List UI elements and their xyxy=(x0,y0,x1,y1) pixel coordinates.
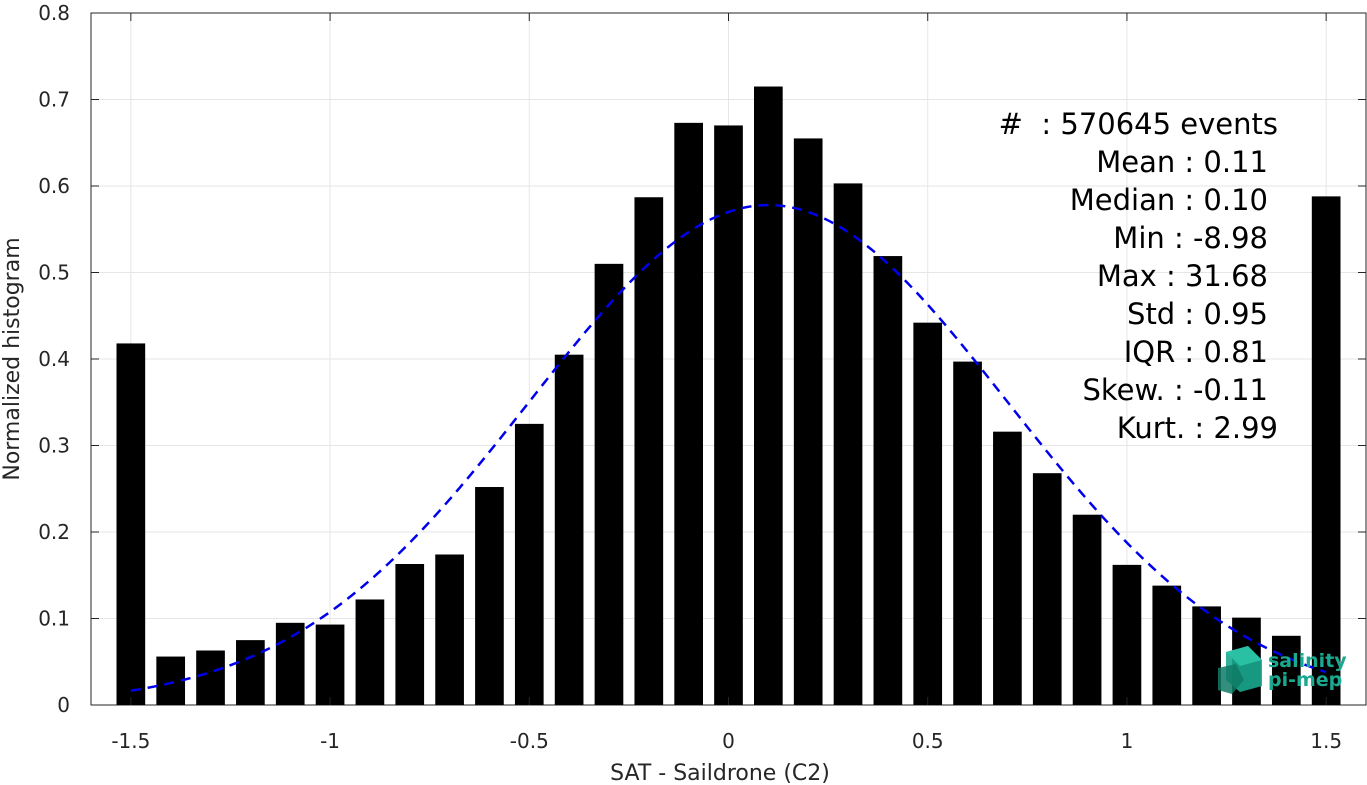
x-tick-label: 1 xyxy=(1121,729,1134,753)
stat-line: # : 570645 events xyxy=(999,107,1278,141)
stat-line: Std : 0.95 xyxy=(1127,297,1268,331)
histogram-bar xyxy=(196,650,225,705)
x-tick-label: -1 xyxy=(320,729,340,753)
histogram-bar xyxy=(275,622,305,705)
y-tick-label: 0.1 xyxy=(38,607,70,631)
stat-line: Median : 0.10 xyxy=(1070,183,1268,217)
histogram-bar xyxy=(435,554,464,705)
y-tick-label: 0.5 xyxy=(38,261,70,285)
histogram-bar xyxy=(236,640,265,705)
x-tick-label: 1.5 xyxy=(1310,729,1342,753)
histogram-bar xyxy=(833,183,863,705)
stat-line: Skew. : -0.11 xyxy=(1082,373,1268,407)
histogram-bars xyxy=(116,86,1341,706)
y-tick-label: 0.7 xyxy=(38,88,70,112)
histogram-bar xyxy=(674,122,703,706)
histogram-bar xyxy=(355,599,385,705)
y-axis-ticks: 0 0.1 0.2 0.3 0.4 0.5 0.6 0.7 0.8 xyxy=(38,1,1366,717)
x-tick-label: -1.5 xyxy=(111,729,150,753)
y-tick-label: 0 xyxy=(57,693,70,717)
histogram-bar xyxy=(953,361,982,705)
y-tick-label: 0.4 xyxy=(38,347,70,371)
salinity-pi-mep-logo: salinity pi-mep xyxy=(1218,646,1347,694)
histogram-bar xyxy=(554,354,584,705)
histogram-bar xyxy=(1152,585,1182,705)
y-tick-label: 0.6 xyxy=(38,174,70,198)
stat-line: Max : 31.68 xyxy=(1097,259,1268,293)
histogram-bar xyxy=(315,624,345,705)
y-tick-label: 0.2 xyxy=(38,520,70,544)
stat-line: IQR : 0.81 xyxy=(1124,335,1268,369)
histogram-bar xyxy=(754,86,783,705)
histogram-bar xyxy=(634,197,664,705)
stat-line: Mean : 0.11 xyxy=(1096,145,1268,179)
y-tick-label: 0.3 xyxy=(38,434,70,458)
cube-logo-icon xyxy=(1218,646,1262,694)
x-tick-label: 0.5 xyxy=(912,729,944,753)
histogram-bar xyxy=(475,487,504,705)
histogram-bar xyxy=(1271,635,1301,705)
histogram-bar xyxy=(873,256,903,705)
stat-line: Min : -8.98 xyxy=(1113,221,1268,255)
histogram-bar xyxy=(395,564,425,705)
histogram-bar xyxy=(156,656,186,705)
x-tick-label: -0.5 xyxy=(510,729,549,753)
histogram-bar xyxy=(793,138,823,706)
histogram-bar xyxy=(714,125,743,705)
histogram-bar xyxy=(594,263,624,705)
histogram-bar xyxy=(1112,564,1142,705)
stat-line: Kurt. : 2.99 xyxy=(1117,411,1278,445)
x-tick-label: 0 xyxy=(722,729,735,753)
histogram-bar xyxy=(1072,514,1102,705)
logo-text-pi-mep: pi-mep xyxy=(1268,669,1342,691)
histogram-bar xyxy=(1032,473,1062,705)
histogram-bar xyxy=(1192,606,1221,705)
histogram-bar xyxy=(1311,196,1341,705)
x-axis-ticks: -1.5 -1 -0.5 0 0.5 1 1.5 xyxy=(111,13,1342,753)
y-axis-label: Normalized histogram xyxy=(0,237,25,480)
x-axis-label: SAT - Saildrone (C2) xyxy=(610,761,830,785)
histogram-bar xyxy=(116,343,146,705)
normal-fit-curve xyxy=(130,203,1327,692)
statistics-annotation: # : 570645 events Mean : 0.11 Median : 0.1… xyxy=(999,107,1278,445)
histogram-bar xyxy=(993,431,1022,705)
histogram-bar xyxy=(913,322,943,705)
logo-text-salinity: salinity xyxy=(1268,650,1347,672)
histogram-bar xyxy=(514,423,544,705)
y-tick-label: 0.8 xyxy=(38,1,70,25)
